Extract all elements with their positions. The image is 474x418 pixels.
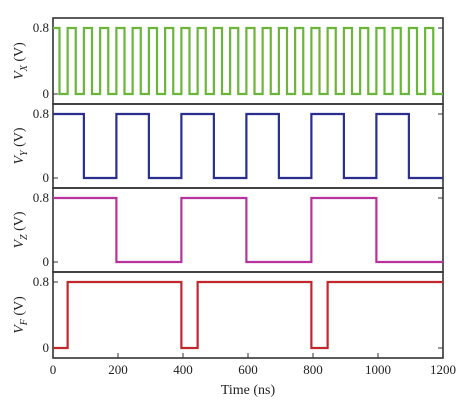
y-axis-label-subscript: Y (19, 149, 30, 156)
y-axis-label: VX (V) (12, 42, 30, 80)
y-tick-label: 0.8 (33, 106, 49, 121)
x-tick-label: 800 (303, 362, 323, 377)
x-tick-label: 400 (173, 362, 193, 377)
x-tick-label: 600 (238, 362, 258, 377)
y-tick-label: 0 (43, 254, 50, 269)
panel-frame-4 (52, 271, 444, 359)
y-axis-label-subscript: F (19, 318, 30, 326)
panel-frame-3 (52, 187, 444, 273)
y-axis-label-unit: (V) (12, 42, 27, 65)
y-tick-label: 0 (43, 170, 50, 185)
y-axis-label-unit: (V) (12, 211, 27, 234)
x-tick-label: 1000 (365, 362, 391, 377)
y-tick-label: 0.8 (33, 20, 49, 35)
y-axis-label-symbol: V (12, 324, 27, 334)
y-axis-label-unit: (V) (12, 296, 27, 319)
y-axis-label-symbol: V (12, 239, 27, 249)
signal-trace-y (53, 112, 443, 180)
y-axis-label-subscript: X (19, 64, 30, 72)
y-tick-label: 0 (43, 86, 50, 101)
x-tick-label: 1200 (430, 362, 456, 377)
panel-frame-2 (52, 103, 444, 189)
x-axis-label: Time (ns) (221, 383, 276, 398)
y-tick-label: 0 (43, 340, 50, 355)
signal-trace-z (53, 196, 443, 264)
y-axis-label-symbol: V (12, 70, 27, 80)
x-tick-label: 0 (50, 362, 57, 377)
y-axis-label: VZ (V) (12, 211, 30, 248)
y-tick-label: 0.8 (33, 190, 49, 205)
y-axis-label-unit: (V) (12, 127, 27, 150)
y-axis-label: VY (V) (12, 127, 30, 164)
y-axis-label: VF (V) (12, 296, 30, 334)
signal-trace-f (53, 280, 443, 350)
x-tick-label: 200 (108, 362, 128, 377)
y-axis-label-symbol: V (12, 155, 27, 165)
y-tick-label: 0.8 (33, 274, 49, 289)
y-axis-label-subscript: Z (19, 234, 30, 240)
signal-trace-x (53, 26, 443, 96)
